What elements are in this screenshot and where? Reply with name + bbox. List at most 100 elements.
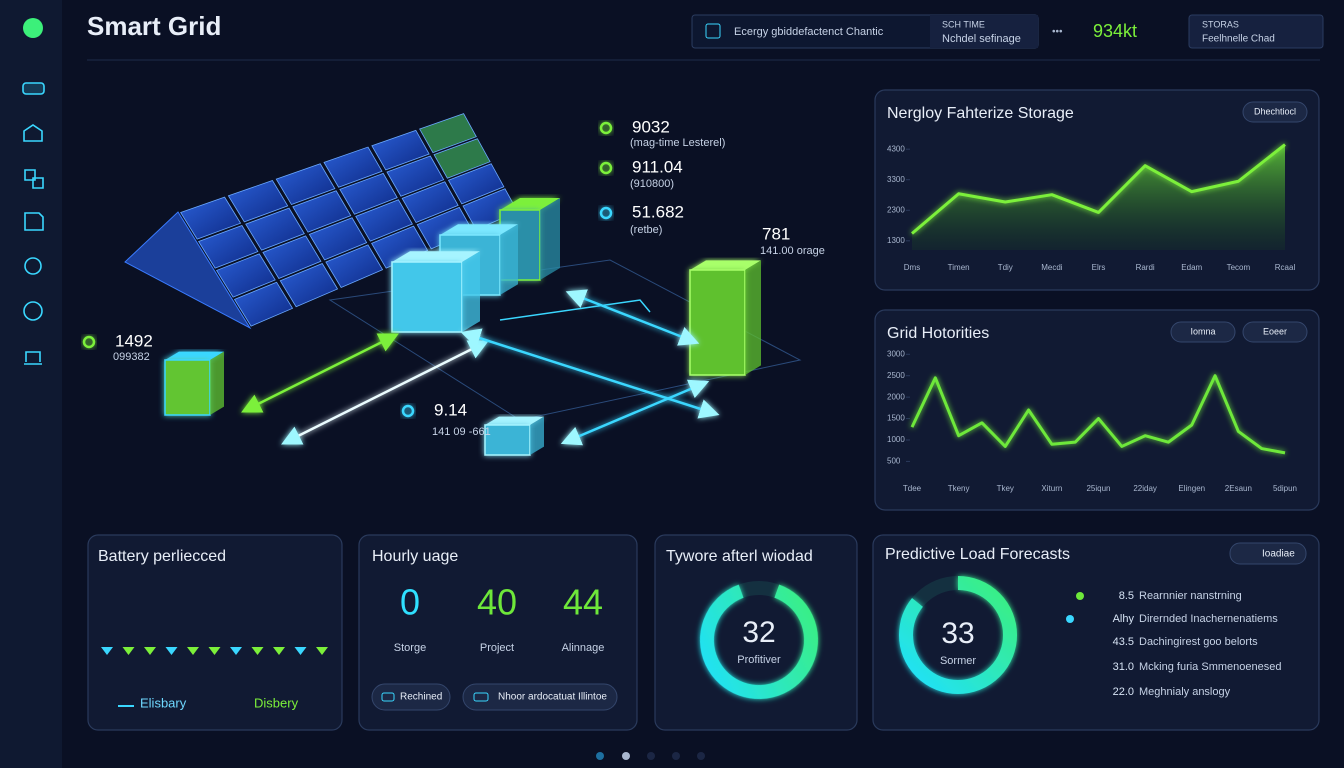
solar-cell	[371, 225, 429, 269]
status-box[interactable]	[1188, 14, 1324, 49]
reading: 934kt	[1093, 21, 1137, 41]
bar-head	[294, 647, 307, 655]
solar-cell	[227, 179, 289, 223]
y-tick-label: 1500	[887, 414, 905, 423]
status-label: STORAS	[1202, 19, 1239, 29]
chart-button[interactable]	[1242, 321, 1308, 343]
ring-value: 33	[941, 617, 974, 650]
sidebar-icons[interactable]	[22, 18, 45, 365]
solar-cell	[339, 172, 398, 215]
chart-button[interactable]	[1242, 101, 1308, 123]
nav-icon[interactable]	[24, 257, 42, 275]
chart-title: Grid Hotorities	[887, 325, 989, 342]
sidebar	[0, 0, 62, 768]
nav-icon[interactable]	[24, 351, 42, 365]
scene-value: 9032	[632, 117, 670, 136]
line	[910, 374, 1286, 455]
area	[912, 144, 1285, 250]
nav-icon[interactable]	[22, 82, 45, 95]
battery-side	[210, 351, 224, 415]
battery	[391, 261, 463, 333]
button-label[interactable]: Ioadiae	[1262, 549, 1295, 560]
bar-head	[165, 647, 178, 655]
nav-icon[interactable]	[23, 124, 43, 142]
x-tick-label: Timen	[948, 263, 970, 272]
y-tick-label: 4300	[887, 144, 905, 153]
scene-caption: 099382	[113, 351, 150, 363]
nav-icon[interactable]	[23, 301, 43, 321]
chart-button-label[interactable]: Eoeer	[1263, 326, 1287, 336]
x-tick-label: 2Esaun	[1225, 484, 1252, 493]
button-label[interactable]: Rechined	[400, 692, 442, 703]
slider-knob	[1066, 615, 1074, 623]
solar-cell	[180, 196, 242, 240]
page-dot[interactable]	[622, 752, 630, 760]
row-value: Alhy	[1113, 613, 1135, 625]
more-dots[interactable]: •••	[1052, 27, 1063, 38]
page-dot[interactable]	[647, 752, 655, 760]
button-icon	[381, 692, 395, 702]
page-dot[interactable]	[596, 752, 604, 760]
page-dot[interactable]	[672, 752, 680, 760]
panel-title: Battery perliecced	[98, 548, 226, 565]
row-value: 31.0	[1113, 661, 1134, 673]
legend-label: Disbery	[254, 695, 299, 710]
ring-label: Sormer	[940, 655, 976, 667]
solar-cell	[371, 129, 430, 171]
battery-top	[485, 416, 544, 425]
chart-button-label[interactable]: Dhechtiocl	[1254, 106, 1296, 116]
panel-title: Tywore afterl wiodad	[666, 548, 813, 565]
solar-cell	[355, 199, 413, 242]
battery-bars	[101, 590, 328, 675]
row-value: 43.5	[1113, 636, 1134, 648]
time-box	[930, 15, 1038, 48]
x-tick-label: Tkey	[997, 484, 1014, 493]
chart-button[interactable]	[1170, 321, 1236, 343]
nav-icon[interactable]	[24, 169, 44, 189]
x-tick-label: Tdiy	[998, 263, 1013, 272]
page-dot[interactable]	[697, 752, 705, 760]
app-title: Smart Grid	[87, 11, 221, 41]
nav-icon[interactable]	[24, 212, 44, 231]
panel-title: Hourly uage	[372, 548, 458, 565]
button[interactable]	[1229, 542, 1307, 565]
ring-value: 32	[742, 616, 775, 649]
button-label[interactable]: Nhoor ardocatuat Illintoe	[498, 692, 607, 703]
bar-head	[101, 647, 113, 655]
y-tick-label: 2300	[887, 205, 905, 214]
ring	[700, 581, 818, 699]
label-icon	[599, 161, 613, 175]
x-tick-label: Rcaal	[1275, 263, 1296, 272]
button[interactable]	[462, 683, 618, 711]
solar-cell	[198, 225, 259, 269]
solar-cell	[447, 163, 505, 205]
hourly-panel	[358, 534, 638, 731]
bar-head	[251, 647, 264, 655]
battery-top	[165, 351, 224, 360]
scene-caption: (910800)	[630, 178, 674, 190]
line	[911, 143, 1286, 235]
flow-arrow	[281, 340, 489, 445]
battery-side	[500, 224, 518, 295]
row-value: 8.5	[1119, 590, 1134, 602]
logo	[23, 18, 43, 38]
button[interactable]	[371, 683, 451, 711]
solar-cell	[215, 253, 276, 298]
x-tick-label: Xiturn	[1041, 484, 1062, 493]
stat-value: 0	[400, 582, 420, 623]
grid-panel	[874, 309, 1320, 511]
flow-arrow	[565, 289, 700, 346]
search-text[interactable]: Ecergy gbiddefactenct Chantic	[734, 26, 884, 38]
solar-cell	[262, 235, 322, 279]
scene-caption: 141.00 orage	[760, 245, 825, 257]
x-tick-label: 22iday	[1133, 484, 1157, 493]
bar-head	[230, 647, 242, 655]
solar-cell	[233, 281, 294, 327]
chart-button-label[interactable]: Iomna	[1190, 326, 1215, 336]
stat-label: Alinnage	[562, 642, 605, 654]
pagination[interactable]	[596, 752, 705, 760]
ring-label: Profitiver	[737, 654, 781, 666]
grid-scene: 9032(mag-time Lesterel) 911.04 (910800) 51.…	[82, 113, 825, 456]
ring	[899, 576, 1017, 694]
